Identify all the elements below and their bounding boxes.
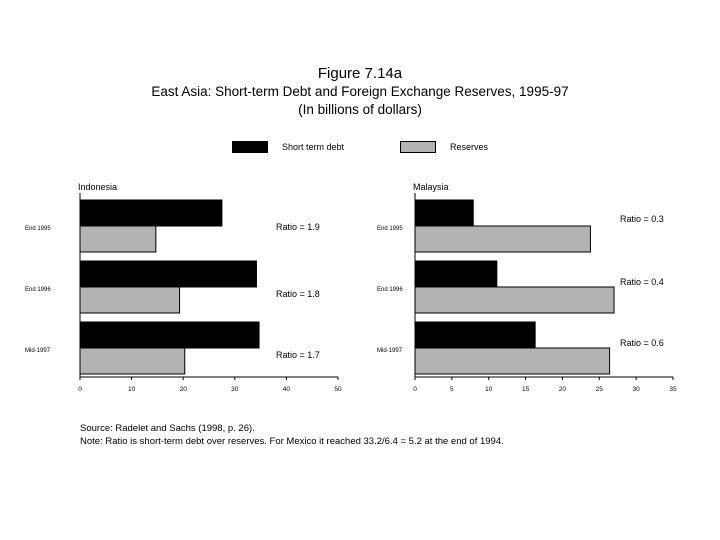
ratio-annotation-malaysia: Ratio = 0.6 [620,338,664,348]
category-label-indonesia: End 1995 [25,226,51,232]
ratio-annotation-indonesia: Ratio = 1.7 [276,350,320,360]
panel-title-malaysia: Malaysia [413,182,449,192]
bar-indonesia-reserves [79,225,157,253]
ratio-note: Note: Ratio is short-term debt over rese… [80,436,504,447]
category-label-malaysia: End 1996 [377,287,403,293]
x-tick-label-indonesia: 10 [128,386,136,393]
bar-malaysia-reserves [414,225,591,253]
chart-subtitle: (In billions of dollars) [298,102,422,117]
x-tick-label-malaysia: 30 [633,386,641,393]
legend-swatch-reserves [400,141,436,153]
x-tick-label-malaysia: 35 [669,386,677,393]
category-label-indonesia: Mid-1997 [25,348,51,354]
category-label-malaysia: End 1995 [377,226,403,232]
ratio-annotation-malaysia: Ratio = 0.4 [620,277,664,287]
bar-indonesia-short-term-debt [79,199,223,227]
x-tick-label-malaysia: 25 [596,386,604,393]
figure-number: Figure 7.14a [317,65,403,82]
legend-item-short-term-debt: Short term debt [232,140,344,154]
x-tick-label-indonesia: 50 [334,386,342,393]
bar-malaysia-reserves [414,286,615,314]
x-tick-label-malaysia: 20 [559,386,567,393]
chart-title: East Asia: Short-term Debt and Foreign E… [151,84,569,99]
ratio-annotation-malaysia: Ratio = 0.3 [620,214,664,224]
bar-indonesia-short-term-debt [79,260,257,288]
x-tick-label-indonesia: 30 [231,386,239,393]
bar-malaysia-short-term-debt [414,260,498,288]
bar-malaysia-short-term-debt [414,199,474,227]
source-note: Source: Radelet and Sachs (1998, p. 26). [80,423,255,434]
category-label-malaysia: Mid-1997 [377,348,403,354]
category-label-indonesia: End 1996 [25,287,51,293]
chart-title-block: Figure 7.14a East Asia: Short-term Debt … [0,64,720,119]
x-tick-label-malaysia: 0 [413,386,417,393]
bar-malaysia-short-term-debt [414,321,536,349]
ratio-annotation-indonesia: Ratio = 1.8 [276,289,320,299]
bar-indonesia-reserves [79,347,186,375]
ratio-annotation-indonesia: Ratio = 1.9 [276,222,320,232]
x-tick-label-malaysia: 5 [450,386,454,393]
legend-item-reserves: Reserves [400,140,488,154]
bar-malaysia-reserves [414,347,611,375]
legend-swatch-short-term-debt [232,141,268,153]
panel-title-indonesia: Indonesia [78,182,117,192]
x-tick-label-indonesia: 0 [78,386,82,393]
bar-indonesia-short-term-debt [79,321,260,349]
x-tick-label-malaysia: 10 [485,386,493,393]
legend-label-short-term-debt: Short term debt [282,142,345,152]
legend-label-reserves: Reserves [450,142,489,152]
legend: Short term debt Reserves [0,140,720,156]
footer: Source: Radelet and Sachs (1998, p. 26).… [80,422,504,448]
x-tick-label-indonesia: 40 [283,386,291,393]
x-tick-label-malaysia: 15 [522,386,530,393]
bar-indonesia-reserves [79,286,181,314]
x-tick-label-indonesia: 20 [180,386,188,393]
